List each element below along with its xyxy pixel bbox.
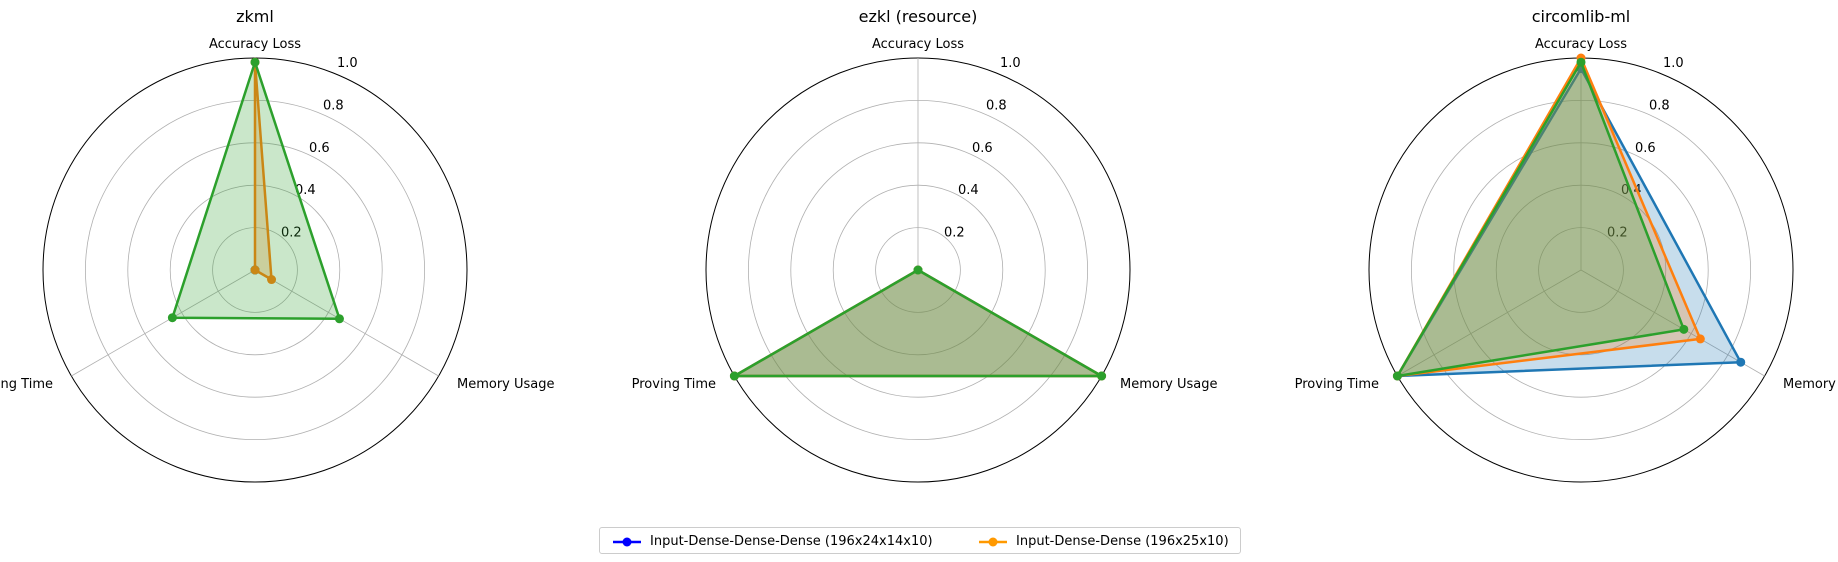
series-1-line bbox=[1396, 67, 1742, 378]
axis-label-memory-usage: Memory Usage bbox=[457, 377, 555, 392]
series-2-fill bbox=[1397, 58, 1701, 376]
series-3-point-proving-time bbox=[167, 313, 177, 323]
r-tick-label: 0.8 bbox=[323, 98, 344, 113]
series-3-line bbox=[171, 60, 341, 321]
r-tick-label: 0.8 bbox=[1649, 98, 1670, 113]
r-tick-label: 0.8 bbox=[986, 98, 1007, 113]
axis-label-memory-usage: Memory Usage bbox=[1783, 377, 1838, 392]
r-tick-label: 0.2 bbox=[944, 226, 965, 241]
legend-item-1: Input-Dense-Dense-Dense (196x24x14x10) bbox=[612, 528, 933, 555]
axis-label-accuracy-loss: Accuracy Loss bbox=[209, 37, 301, 52]
series-3-point-accuracy-loss bbox=[913, 265, 923, 275]
axis-label-accuracy-loss: Accuracy Loss bbox=[872, 37, 964, 52]
series-3-line bbox=[733, 268, 1103, 378]
series-3-point-accuracy-loss bbox=[1576, 57, 1586, 67]
radar-chart-ezkl-resource: 0.2 0.4 0.6 0.8 1.0 Accuracy Loss Memory Usage… bbox=[632, 7, 1218, 483]
legend-marker-1 bbox=[613, 537, 641, 546]
chart-title: zkml bbox=[236, 7, 274, 26]
axis-label-proving-time: Proving Time bbox=[1295, 377, 1379, 392]
series-1-fill bbox=[734, 270, 1102, 376]
series-3-point-accuracy-loss bbox=[250, 57, 260, 67]
axis-label-proving-time: Proving Time bbox=[0, 377, 53, 392]
series-3-point-memory-usage bbox=[334, 314, 344, 324]
series-1-point-memory-usage bbox=[1736, 357, 1746, 367]
axis-label-proving-time: Proving Time bbox=[632, 377, 716, 392]
legend-item-2: Input-Dense-Dense (196x25x10) bbox=[978, 528, 1229, 555]
r-tick-label: 1.0 bbox=[1663, 56, 1684, 71]
r-tick-label: 1.0 bbox=[337, 56, 358, 71]
spoke-line bbox=[254, 269, 439, 377]
series-3-point-memory-usage bbox=[1679, 324, 1689, 334]
series-1-fill bbox=[1397, 68, 1741, 376]
radar-chart-zkml: 0.2 0.4 0.6 0.8 1.0 Accuracy Loss Memory Usage… bbox=[0, 7, 555, 483]
series-2-point-memory-usage bbox=[1695, 334, 1705, 344]
series-3-point-memory-usage bbox=[1097, 371, 1107, 381]
series-3-fill bbox=[734, 270, 1102, 376]
series-3-point-proving-time bbox=[729, 371, 739, 381]
r-tick-label: 0.4 bbox=[958, 183, 979, 198]
r-tick-label: 0.6 bbox=[972, 141, 993, 156]
r-tick-label: 0.2 bbox=[1607, 226, 1628, 241]
series-3-fill bbox=[172, 62, 340, 319]
r-tick-label: 0.6 bbox=[1635, 141, 1656, 156]
legend: Input-Dense-Dense-Dense (196x24x14x10) I… bbox=[599, 527, 1241, 554]
r-tick-label: 0.2 bbox=[281, 226, 302, 241]
series-2-line bbox=[253, 60, 273, 281]
axis-label-memory-usage: Memory Usage bbox=[1120, 377, 1218, 392]
series-2-point-proving-time bbox=[250, 265, 260, 275]
spoke-line bbox=[1580, 269, 1765, 377]
legend-marker-2 bbox=[979, 537, 1007, 546]
chart-title: circomlib-ml bbox=[1532, 7, 1631, 26]
axis-label-accuracy-loss: Accuracy Loss bbox=[1535, 37, 1627, 52]
series-3-line bbox=[1396, 60, 1686, 378]
series-3-point-proving-time bbox=[1392, 371, 1402, 381]
spoke-line bbox=[71, 269, 256, 377]
legend-label-2: Input-Dense-Dense (196x25x10) bbox=[1016, 534, 1229, 549]
r-tick-label: 1.0 bbox=[1000, 56, 1021, 71]
series-2-point-memory-usage bbox=[267, 275, 277, 285]
spoke-line bbox=[1397, 269, 1582, 377]
r-tick-label: 0.6 bbox=[309, 141, 330, 156]
legend-label-1: Input-Dense-Dense-Dense (196x24x14x10) bbox=[650, 534, 933, 549]
series-2-fill bbox=[734, 270, 1102, 376]
chart-title: ezkl (resource) bbox=[859, 7, 978, 26]
series-3-fill bbox=[1397, 62, 1684, 376]
r-tick-label: 0.4 bbox=[295, 183, 316, 198]
